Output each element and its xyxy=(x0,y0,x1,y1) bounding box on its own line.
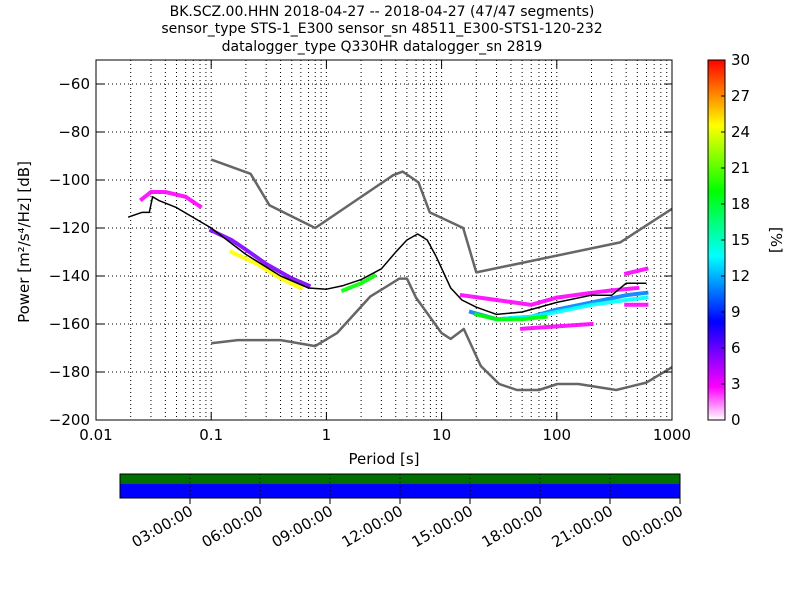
time-tick-label: 15:00:00 xyxy=(409,502,476,551)
density-band xyxy=(340,273,377,294)
x-tick-label: 1000 xyxy=(653,426,691,444)
x-tick-label: 1 xyxy=(322,426,332,444)
colorbar-tick-label: 18 xyxy=(731,195,750,213)
time-coverage-axis: 03:00:00 06:00:00 09:00:00 12:00:00 15:00:00… xyxy=(119,473,686,551)
ppsd-plot-area: 0.01 0.1 1 10 100 1000 −60 −80 −100 −120 −140 −160… xyxy=(15,59,691,468)
y-tick-label: −80 xyxy=(58,123,90,141)
plot-background xyxy=(96,60,672,420)
colorbar-ticks: 0 3 6 9 12 15 18 21 24 27 30 xyxy=(721,51,750,429)
y-tick-label: −60 xyxy=(58,75,90,93)
y-axis-label: Power [m²/s⁴/Hz] [dB] xyxy=(15,161,33,323)
y-tick-label: −200 xyxy=(49,411,90,429)
density-band xyxy=(519,321,594,331)
colorbar-tick-label: 27 xyxy=(731,87,750,105)
colorbar-label: [%] xyxy=(767,227,785,253)
mode-line xyxy=(127,196,647,316)
noise-model-lines xyxy=(127,158,673,392)
colorbar-tick-label: 9 xyxy=(731,303,741,321)
colorbar: 0 3 6 9 12 15 18 21 24 27 30 [%] xyxy=(707,51,785,429)
y-tick-label: −180 xyxy=(49,363,90,381)
x-tick-label: 0.1 xyxy=(199,426,223,444)
density-band xyxy=(473,311,548,322)
y-axis-ticks: −60 −80 −100 −120 −140 −160 −180 −200 xyxy=(49,75,672,429)
chart-title-line-3: datalogger_type Q330HR datalogger_sn 281… xyxy=(222,39,543,55)
chart-title: BK.SCZ.00.HHN 2018-04-27 -- 2018-04-27 (… xyxy=(161,4,602,55)
colorbar-tick-label: 0 xyxy=(731,411,741,429)
time-tick-label: 03:00:00 xyxy=(129,502,196,551)
colorbar-tick-label: 21 xyxy=(731,159,750,177)
chart-title-line-2: sensor_type STS-1_E300 sensor_sn 48511_E… xyxy=(161,21,602,37)
y-tick-label: −160 xyxy=(49,315,90,333)
chart-title-line-1: BK.SCZ.00.HHN 2018-04-27 -- 2018-04-27 (… xyxy=(170,4,595,20)
density-band xyxy=(459,285,640,307)
y-tick-label: −120 xyxy=(49,219,90,237)
probability-density xyxy=(138,190,649,331)
grid-lines xyxy=(96,60,672,420)
high-noise-model xyxy=(210,158,673,274)
plot-frame xyxy=(95,59,673,421)
density-band xyxy=(623,266,649,277)
time-tick-label: 09:00:00 xyxy=(269,502,336,551)
density-band xyxy=(228,249,304,291)
x-tick-label: 100 xyxy=(542,426,571,444)
low-noise-model xyxy=(211,277,673,392)
density-band xyxy=(208,227,312,289)
colorbar-tick-label: 12 xyxy=(731,267,750,285)
y-tick-label: −140 xyxy=(49,267,90,285)
time-tick-label: 12:00:00 xyxy=(339,502,406,551)
colorbar-tick-label: 24 xyxy=(731,123,750,141)
colorbar-tick-label: 15 xyxy=(731,231,750,249)
y-tick-label: −100 xyxy=(49,171,90,189)
time-tick-label: 21:00:00 xyxy=(549,502,616,551)
time-tick-label: 00:00:00 xyxy=(619,502,686,551)
colorbar-tick-label: 30 xyxy=(731,51,750,69)
density-band xyxy=(138,190,203,210)
time-tick-label: 18:00:00 xyxy=(479,502,546,551)
colorbar-tick-label: 3 xyxy=(731,375,741,393)
x-tick-label: 10 xyxy=(432,426,451,444)
colorbar-tick-label: 6 xyxy=(731,339,741,357)
x-tick-label: 0.01 xyxy=(79,426,112,444)
x-axis-ticks: 0.01 0.1 1 10 100 1000 xyxy=(79,60,691,444)
x-axis-label: Period [s] xyxy=(348,450,419,468)
time-tick-label: 06:00:00 xyxy=(199,502,266,551)
